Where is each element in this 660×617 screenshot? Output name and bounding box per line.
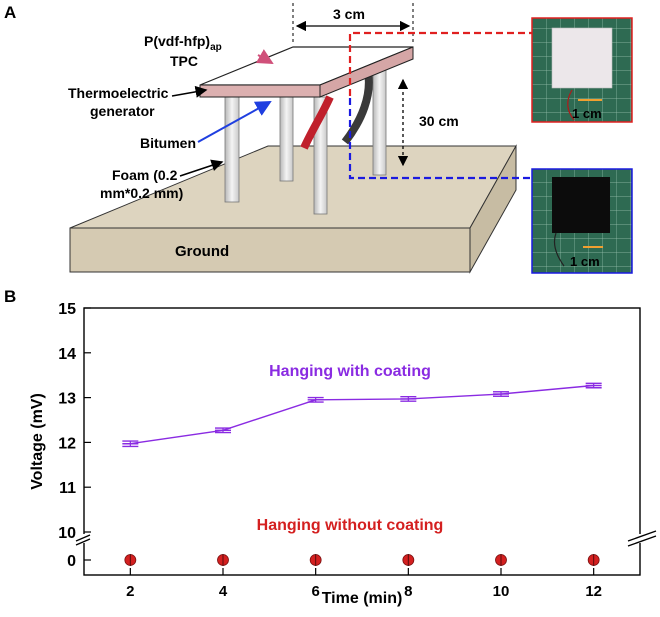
scale-bottom-label: 1 cm <box>570 254 600 269</box>
teg-arrow <box>171 85 208 98</box>
foam-label-line2: mm*0.2 mm) <box>100 185 183 201</box>
bitumen-label: Bitumen <box>140 135 196 151</box>
x-tick-label: 2 <box>126 583 134 600</box>
series-with-coating-line <box>130 384 594 445</box>
panel-b-label: B <box>4 287 16 306</box>
scale-top-label: 1 cm <box>572 106 602 121</box>
x-tick-label: 4 <box>219 583 228 600</box>
x-tick-label: 10 <box>493 583 510 600</box>
series-without-coating-label: Hanging without coating <box>257 517 444 534</box>
foam-label-line1: Foam (0.2 <box>112 167 178 183</box>
x-tick-label: 6 <box>311 583 319 600</box>
y-tick-label: 10 <box>58 525 76 542</box>
y-tick-label: 14 <box>58 346 76 363</box>
blue-dash-connector <box>348 98 532 180</box>
plot-frame <box>83 307 641 576</box>
x-tick-label: 8 <box>404 583 412 600</box>
photo-black-coating <box>531 168 633 274</box>
red-wire <box>300 95 334 150</box>
width-dim-label: 3 cm <box>333 6 365 22</box>
y-tick-label: 12 <box>58 435 76 452</box>
ground-label: Ground <box>175 243 229 260</box>
coating-arrow <box>255 49 274 64</box>
teg-board <box>199 46 414 98</box>
y-tick-label: 15 <box>58 301 76 318</box>
y-tick-label: 13 <box>58 391 76 408</box>
axis-break-marks <box>75 530 657 547</box>
y-axis-label: Voltage (mV) <box>29 393 46 490</box>
teg-label-line1: Thermoelectric <box>68 85 169 101</box>
coating-label-line2: TPC <box>170 53 198 69</box>
x-axis-label: Time (min) <box>322 590 403 607</box>
x-tick-label: 12 <box>585 583 602 600</box>
coating-label: P(vdf-hfp)ap <box>144 33 222 53</box>
foam-arrow <box>179 159 224 177</box>
height-dim-label: 30 cm <box>419 113 459 129</box>
teg-label-line2: generator <box>90 103 155 119</box>
voltage-chart: 10 11 12 13 14 15 0 2 4 6 8 10 12 Time (min) Voltage (… <box>29 301 641 607</box>
width-dimension <box>292 3 414 45</box>
panel-a-label: A <box>4 3 16 22</box>
y-tick-label: 11 <box>59 480 76 497</box>
series-with-coating-label: Hanging with coating <box>269 363 431 380</box>
bitumen-arrow <box>197 101 272 143</box>
y-tick-label: 0 <box>67 553 76 570</box>
photo-white-coating <box>531 17 633 123</box>
